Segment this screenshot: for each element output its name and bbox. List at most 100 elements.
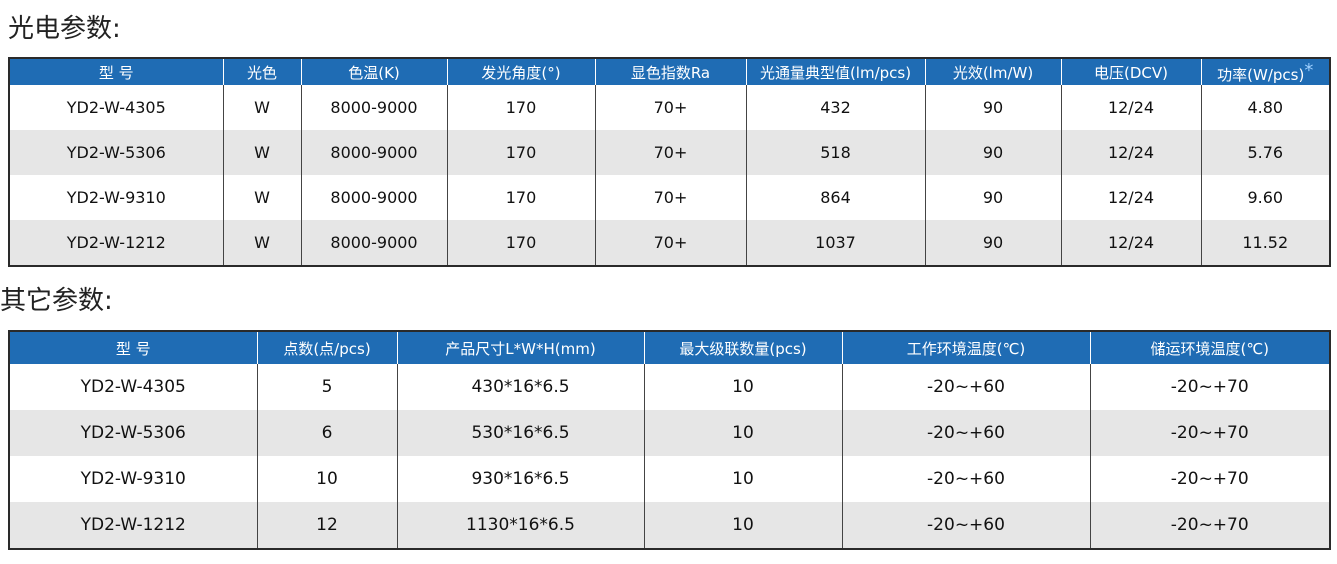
data-cell: 430*16*6.5	[396, 364, 644, 410]
header-cell: 显色指数Ra	[594, 58, 746, 85]
data-cell: 10	[643, 410, 842, 456]
header-cell: 功率(W/pcs)*	[1200, 58, 1330, 85]
data-cell: YD2-W-1212	[9, 220, 223, 266]
data-cell: W	[222, 130, 301, 175]
data-cell: YD2-W-1212	[9, 502, 257, 549]
header-cell: 工作环境温度(℃)	[841, 331, 1090, 364]
data-cell: 11.52	[1200, 220, 1330, 266]
header-text: 电压(DCV)	[1094, 63, 1168, 82]
header-cell: 发光角度(°)	[446, 58, 595, 85]
spec-table: 型 号 点数(点/pcs) 产品尺寸L*W*H(mm) 最大级联数量(pcs) 工作环境…	[8, 330, 1331, 550]
data-row: YD2-W-4305 5 430*16*6.5 10 -20~+60 -20~+70	[9, 364, 1330, 410]
data-cell: 90	[924, 175, 1061, 220]
header-text: 光色	[246, 63, 277, 82]
data-cell: 90	[924, 85, 1061, 130]
data-cell: 12/24	[1060, 85, 1201, 130]
header-row: 型 号 点数(点/pcs) 产品尺寸L*W*H(mm) 最大级联数量(pcs) 工作环境…	[9, 331, 1330, 364]
data-row: YD2-W-5306 6 530*16*6.5 10 -20~+60 -20~+70	[9, 410, 1330, 456]
data-row: YD2-W-9310 10 930*16*6.5 10 -20~+60 -20~+70	[9, 456, 1330, 502]
data-cell: 8000-9000	[300, 130, 447, 175]
data-cell: 12/24	[1060, 220, 1201, 266]
header-text: 显色指数Ra	[630, 63, 711, 82]
header-cell: 型 号	[9, 331, 257, 364]
data-cell: -20~+70	[1089, 502, 1330, 549]
header-text: 型 号	[98, 63, 134, 82]
data-cell: YD2-W-5306	[9, 410, 257, 456]
section-title: 其它参数:	[0, 286, 113, 316]
header-cell: 型 号	[9, 58, 223, 85]
header-cell: 最大级联数量(pcs)	[643, 331, 842, 364]
header-cell: 色温(K)	[300, 58, 447, 85]
data-cell: 8000-9000	[300, 85, 447, 130]
data-cell: 70+	[594, 175, 746, 220]
data-cell: 90	[924, 220, 1061, 266]
header-cell: 光通量典型值(lm/pcs)	[745, 58, 925, 85]
spec-table: 型 号 光色 色温(K) 发光角度(°) 显色指数Ra 光通量典型值(lm/pcs) 光效(…	[8, 57, 1331, 267]
data-cell: 170	[446, 175, 595, 220]
data-row: YD2-W-1212 12 1130*16*6.5 10 -20~+60 -20~+70	[9, 502, 1330, 549]
header-cell: 储运环境温度(℃)	[1089, 331, 1330, 364]
data-cell: 10	[643, 502, 842, 549]
data-row: YD2-W-5306 W 8000-9000 170 70+ 518 90 12/24 5.76	[9, 130, 1330, 175]
data-cell: 518	[745, 130, 925, 175]
data-cell: 930*16*6.5	[396, 456, 644, 502]
data-cell: -20~+70	[1089, 364, 1330, 410]
data-cell: 170	[446, 85, 595, 130]
data-cell: 6	[256, 410, 397, 456]
data-cell: 864	[745, 175, 925, 220]
data-cell: 8000-9000	[300, 220, 447, 266]
data-cell: 10	[256, 456, 397, 502]
data-cell: 5.76	[1200, 130, 1330, 175]
data-cell: -20~+70	[1089, 456, 1330, 502]
header-text: 最大级联数量(pcs)	[679, 339, 807, 358]
data-cell: 432	[745, 85, 925, 130]
header-text: 光通量典型值(lm/pcs)	[759, 63, 912, 82]
header-text: 型 号	[115, 339, 151, 358]
data-cell: -20~+60	[841, 410, 1090, 456]
section-title: 光电参数:	[8, 14, 121, 44]
header-text: 功率(W/pcs)	[1217, 65, 1305, 84]
header-cell: 光色	[222, 58, 301, 85]
data-cell: 8000-9000	[300, 175, 447, 220]
data-cell: YD2-W-4305	[66, 98, 166, 117]
data-cell: 5	[256, 364, 397, 410]
data-cell: 70+	[594, 130, 746, 175]
data-cell: 1037	[745, 220, 925, 266]
data-cell: -20~+60	[841, 456, 1090, 502]
data-cell: YD2-W-5306	[9, 130, 223, 175]
data-cell: 530*16*6.5	[396, 410, 644, 456]
header-text: 色温(K)	[348, 63, 400, 82]
data-cell: 9.60	[1200, 175, 1330, 220]
header-row: 型 号 光色 色温(K) 发光角度(°) 显色指数Ra 光通量典型值(lm/pcs) 光效(…	[9, 58, 1330, 85]
header-note: *	[1304, 59, 1314, 81]
data-cell: 12/24	[1060, 130, 1201, 175]
data-cell: 12/24	[1060, 175, 1201, 220]
data-cell: YD2-W-9310	[80, 469, 186, 489]
data-cell: 170	[446, 220, 595, 266]
header-cell: 电压(DCV)	[1060, 58, 1201, 85]
data-row: YD2-W-4305 W 8000-9000 170 70+ 432 90 12/24 4.80	[9, 85, 1330, 130]
data-cell: 12	[256, 502, 397, 549]
data-cell: -20~+60	[841, 364, 1090, 410]
header-text: 产品尺寸L*W*H(mm)	[445, 339, 596, 358]
header-text: 储运环境温度(℃)	[1150, 339, 1270, 358]
header-text: 光效(lm/W)	[952, 63, 1034, 82]
data-cell: 70+	[594, 85, 746, 130]
header-cell: 点数(点/pcs)	[256, 331, 397, 364]
data-cell: 90	[924, 130, 1061, 175]
data-cell: -20~+70	[1089, 410, 1330, 456]
data-cell: -20~+60	[841, 502, 1090, 549]
data-row: YD2-W-9310 W 8000-9000 170 70+ 864 90 12/24 9.60	[9, 175, 1330, 220]
data-cell: YD2-W-9310	[66, 188, 166, 207]
data-cell: 10	[643, 456, 842, 502]
data-cell: W	[222, 220, 301, 266]
header-text: 发光角度(°)	[481, 63, 561, 82]
data-cell: 170	[446, 130, 595, 175]
data-cell: W	[222, 85, 301, 130]
data-row: YD2-W-1212 W 8000-9000 170 70+ 1037 90 12/24 11.…	[9, 220, 1330, 266]
header-cell: 光效(lm/W)	[924, 58, 1061, 85]
data-cell: 1130*16*6.5	[396, 502, 644, 549]
data-cell: W	[222, 175, 301, 220]
header-text: 点数(点/pcs)	[283, 339, 371, 358]
